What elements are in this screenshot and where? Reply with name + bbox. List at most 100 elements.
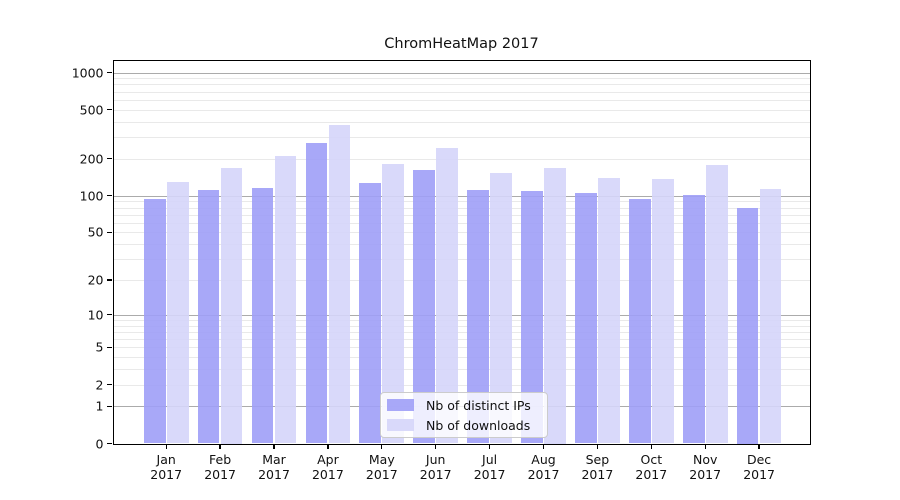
y-tick-mark [107, 405, 112, 407]
y-tick-mark [107, 195, 112, 197]
x-tick-mark [542, 443, 545, 449]
x-tick-mark [650, 443, 652, 449]
x-tick-mark [381, 443, 383, 449]
bar-distinct-ips-feb-2017 [197, 189, 220, 444]
x-tick-mark [435, 443, 437, 449]
x-tick-label: Jun 2017 [419, 451, 452, 483]
minor-gridline [113, 259, 810, 261]
bar-downloads-aug-2017 [544, 168, 566, 444]
minor-gridline [113, 319, 810, 321]
legend-swatch-downloads [387, 418, 414, 432]
minor-gridline [113, 201, 810, 203]
bar-downloads-nov-2017 [705, 165, 728, 444]
minor-gridline [113, 84, 810, 86]
bar-downloads-mar-2017 [274, 156, 297, 444]
bar-downloads-jun-2017 [436, 148, 459, 444]
minor-gridline [113, 214, 810, 216]
minor-gridline [113, 222, 810, 224]
minor-gridline [113, 244, 810, 246]
y-tick-label: 1 [95, 398, 104, 414]
x-tick-mark [488, 443, 491, 449]
plot-area: 0 1 2 5 10 20 50 100 200 500 1000 Jan 2017 Feb 2017 Mar… [72, 61, 810, 482]
bar-downloads-apr-2017 [328, 125, 351, 444]
minor-gridline [113, 137, 810, 138]
x-tick-label: May 2017 [365, 451, 398, 483]
x-tick-label: Mar 2017 [258, 451, 290, 483]
minor-gridline [113, 357, 810, 359]
bar-distinct-ips-jan-2017 [143, 198, 166, 444]
y-tick-mark [107, 279, 112, 281]
chart-title: ChromHeatMap 2017 [384, 36, 539, 52]
x-tick-mark [165, 443, 167, 449]
minor-gridline [113, 347, 810, 349]
legend-label-distinct-ips: Nb of distinct IPs [426, 397, 531, 413]
x-tick-label: Jan 2017 [150, 451, 183, 483]
bar-distinct-ips-jul-2017 [467, 190, 489, 444]
minor-gridline [113, 384, 810, 386]
x-tick-label: Oct 2017 [635, 451, 668, 483]
legend-item-downloads: Nb of downloads [381, 417, 547, 434]
bar-downloads-may-2017 [382, 163, 405, 444]
y-tick-mark [107, 108, 112, 111]
y-tick-mark [107, 314, 112, 316]
minor-gridline [113, 232, 810, 234]
minor-gridline [113, 331, 810, 333]
major-gridline [113, 195, 810, 197]
legend-item-distinct-ips: Nb of distinct IPs [381, 397, 547, 414]
y-tick-label: 20 [87, 272, 104, 288]
major-gridline [113, 72, 810, 74]
x-tick-mark [273, 443, 275, 449]
bar-distinct-ips-mar-2017 [251, 188, 274, 444]
bar-distinct-ips-jun-2017 [413, 169, 436, 444]
bar-downloads-feb-2017 [220, 168, 243, 444]
x-tick-mark [327, 443, 329, 449]
bar-downloads-dec-2017 [759, 188, 782, 444]
bar-downloads-sep-2017 [598, 177, 620, 444]
minor-gridline [113, 280, 810, 281]
bar-distinct-ips-sep-2017 [575, 192, 597, 444]
x-tick-label: Dec 2017 [743, 451, 775, 483]
y-tick-label: 100 [79, 188, 104, 204]
y-tick-mark [107, 442, 112, 445]
minor-gridline [113, 325, 810, 327]
x-tick-mark [758, 443, 760, 449]
x-tick-label: Nov 2017 [689, 451, 722, 483]
bar-distinct-ips-oct-2017 [628, 198, 651, 444]
y-tick-label: 50 [87, 224, 104, 240]
y-tick-mark [107, 158, 112, 160]
legend: Nb of distinct IPs Nb of downloads [380, 392, 548, 438]
y-tick-label: 0 [95, 436, 104, 451]
minor-gridline [113, 78, 810, 80]
y-tick-label: 2 [95, 377, 104, 392]
legend-label-downloads: Nb of downloads [426, 417, 531, 433]
x-tick-label: Jul 2017 [473, 451, 506, 483]
major-gridline [113, 314, 810, 316]
minor-gridline [113, 207, 810, 209]
y-tick-mark [107, 71, 112, 74]
y-tick-label: 10 [87, 307, 104, 323]
x-tick-mark [704, 443, 706, 449]
x-tick-label: Feb 2017 [204, 451, 236, 483]
bar-distinct-ips-nov-2017 [682, 194, 705, 444]
legend-swatch-distinct-ips [387, 398, 414, 412]
x-tick-label: Apr 2017 [311, 451, 344, 483]
y-tick-label: 500 [79, 102, 104, 118]
minor-gridline [113, 369, 810, 371]
bar-downloads-jan-2017 [166, 182, 189, 444]
bar-distinct-ips-may-2017 [359, 183, 382, 444]
x-tick-mark [219, 443, 221, 449]
y-tick-mark [107, 346, 112, 348]
minor-gridline [113, 121, 810, 123]
y-tick-label: 1000 [71, 65, 104, 80]
y-tick-label: 200 [79, 151, 104, 167]
x-tick-mark [596, 443, 599, 449]
y-tick-mark [107, 231, 112, 233]
x-tick-label: Sep 2017 [581, 451, 614, 483]
bar-downloads-jul-2017 [490, 173, 512, 444]
minor-gridline [113, 109, 810, 111]
minor-gridline [113, 339, 810, 340]
bar-distinct-ips-apr-2017 [305, 142, 328, 444]
bar-distinct-ips-aug-2017 [521, 191, 543, 444]
y-tick-label: 5 [95, 339, 104, 355]
